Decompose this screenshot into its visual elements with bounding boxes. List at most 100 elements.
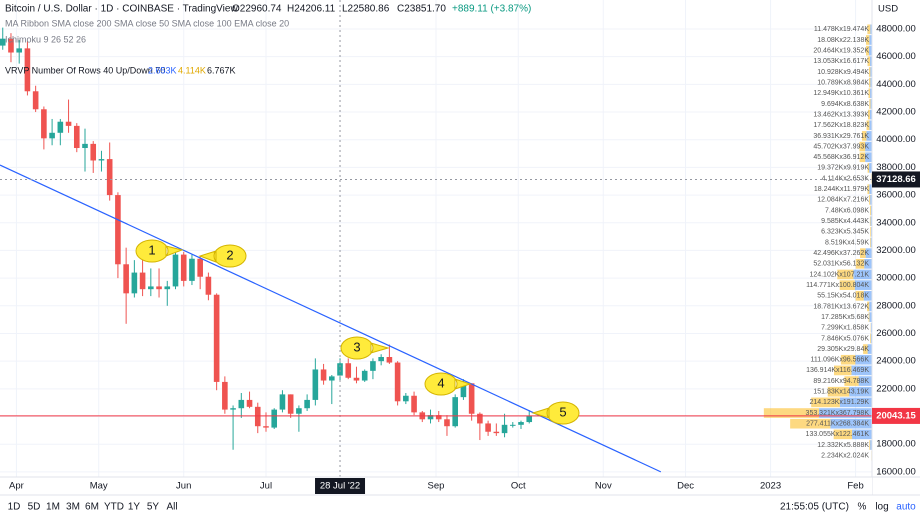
range-button[interactable]: 3M (66, 502, 80, 513)
y-tick-label: 22000.00 (876, 383, 916, 394)
candle-body (32, 91, 39, 110)
candle-body (509, 424, 516, 426)
x-tick-label: Sep (428, 481, 445, 492)
currency[interactable]: USD (878, 4, 898, 15)
vp-up-bar (869, 35, 872, 45)
vp-down-bar (867, 301, 870, 312)
crosshair-date-bg (315, 478, 366, 494)
candle-body (444, 419, 450, 427)
vp-up-bar (870, 237, 872, 248)
y-tick-label: 32000.00 (876, 245, 916, 256)
toolbar-bg (0, 495, 920, 518)
vp-up-bar (858, 376, 872, 386)
vp-down-bar (868, 88, 871, 99)
vp-up-bar (851, 365, 872, 376)
vp-up-bar (870, 205, 872, 216)
range-button[interactable]: 5Y (147, 502, 160, 513)
vp-up-bar (870, 77, 872, 88)
vp-up-bar (852, 429, 872, 440)
vp-up-bar (864, 258, 872, 269)
candle-body (501, 424, 508, 434)
vp-up-bar (869, 301, 872, 312)
legend: Bitcoin / U.S. Dollar · 1D · COINBASE · … (5, 4, 531, 76)
vp-label: 17.562Kx18.823K (813, 122, 869, 129)
range-button[interactable]: All (166, 502, 177, 513)
range-button[interactable]: YTD (104, 502, 124, 513)
vp-up-bar (867, 344, 872, 354)
candle-body (115, 195, 121, 265)
price-change: +889.11 (+3.87%) (452, 4, 531, 15)
vp-label: 4.114Kx2.653K (822, 175, 870, 182)
vp-down-bar (833, 429, 853, 440)
range-button[interactable]: 1Y (128, 502, 141, 513)
vp-up-bar (865, 152, 872, 163)
vp-label: 12.949Kx10.361K (813, 90, 869, 97)
vp-down-bar (859, 141, 866, 152)
vp-down-bar (837, 269, 854, 280)
vp-down-bar (855, 290, 864, 301)
candle-body (296, 408, 302, 414)
vp-up-bar (865, 141, 872, 152)
candle-body (65, 121, 72, 126)
vp-down-bar (861, 131, 867, 141)
y-tick-label: 28000.00 (876, 300, 916, 311)
ohlc-open: O22960.74 (232, 4, 282, 15)
vp-label: 214.123Kx191.29K (809, 399, 869, 406)
candle-body (230, 408, 236, 410)
callout-shape (340, 336, 390, 360)
scale-option[interactable]: % (858, 502, 867, 513)
candle-body (263, 426, 269, 428)
vp-up-bar (870, 440, 872, 450)
range-button[interactable]: 1D (8, 502, 21, 513)
vp-down-bar (833, 365, 852, 376)
candle-body (328, 376, 335, 381)
candle-body (0, 38, 6, 46)
candle-body (477, 413, 483, 424)
vp-down-bar (863, 344, 868, 354)
vp-label: 36.931Kx29.761K (813, 133, 869, 140)
vp-down-bar (867, 163, 870, 173)
vp-down-bar (811, 397, 840, 408)
y-tick-label: 46000.00 (876, 51, 916, 62)
vp-down-bar (868, 312, 870, 322)
vp-up-bar (869, 120, 872, 131)
candle-body (180, 254, 187, 281)
indicator: Ichimoku 9 26 52 26 (5, 34, 86, 44)
candle-body (189, 258, 195, 281)
vp-label: 10.789Kx8.984K (817, 79, 869, 86)
vp-label: 114.771Kx100.804K (806, 282, 869, 289)
vp-label: 52.031Kx56.132K (813, 261, 869, 268)
vp-label: 55.15Kx54.018K (817, 293, 869, 300)
y-tick-label: 38000.00 (876, 162, 916, 173)
candle-body (435, 415, 442, 420)
bottom-toolbar: 21:55:05 (UTC) 1D 5D 1M 3M 6M YTD 1Y 5Y All% log a… (8, 502, 917, 513)
candle-body (131, 272, 138, 294)
vp-label: 12.084Kx7.216K (817, 197, 869, 204)
scale-option[interactable]: log (875, 502, 888, 513)
candle-body (386, 357, 393, 363)
indicator: VRVP Number Of Rows 40 Up/Down 70 (5, 65, 165, 75)
candle-body (254, 406, 261, 427)
vp-up-bar (854, 280, 872, 290)
vp-down-bar (869, 216, 871, 227)
candle-body (411, 395, 417, 413)
vp-label: 9.585Kx4.443K (821, 218, 869, 225)
candle-body (148, 286, 154, 290)
vp-up-bar (870, 333, 872, 344)
vp-up-bar (869, 109, 872, 120)
vp-label: 89.216Kx94.788K (813, 378, 869, 385)
candle-body (403, 395, 409, 402)
x-tick-label: May (90, 481, 108, 492)
vp-label: 18.781Kx13.672K (813, 303, 869, 310)
range-button[interactable]: 6M (85, 502, 99, 513)
vp-down-bar (869, 205, 871, 216)
vp-down-bar (763, 408, 820, 418)
candle-body (345, 363, 352, 378)
vp-up-bar (869, 163, 872, 173)
x-tick-label: Oct (511, 481, 526, 492)
range-button[interactable]: 5D (28, 502, 41, 513)
vp-label: 133.055Kx122.461K (806, 431, 870, 438)
scale-option[interactable]: auto (896, 502, 916, 513)
range-button[interactable]: 1M (46, 502, 60, 513)
